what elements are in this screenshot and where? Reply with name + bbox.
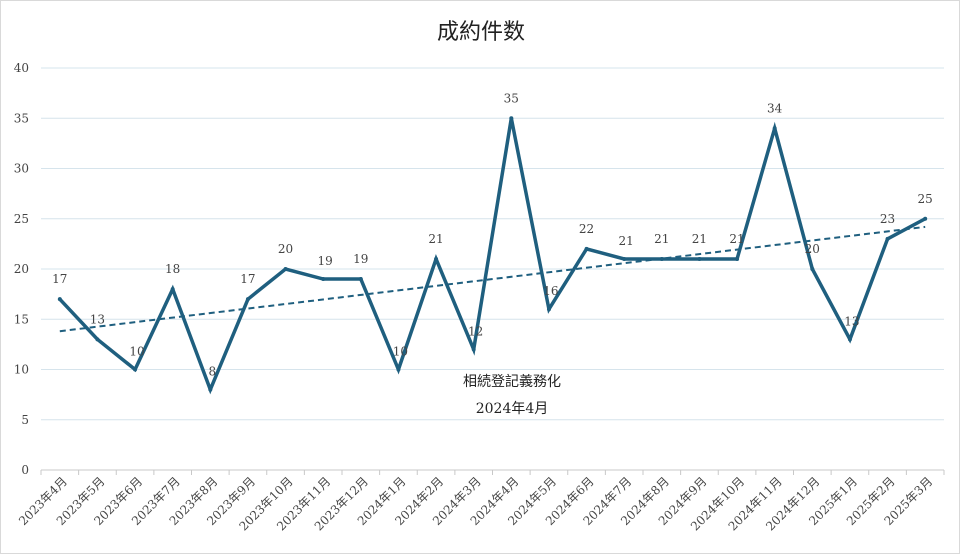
trendline	[59, 225, 926, 333]
data-point	[95, 337, 100, 342]
data-label: 34	[767, 101, 783, 115]
data-label: 20	[278, 242, 293, 256]
data-point	[358, 277, 363, 282]
series-line	[58, 117, 927, 395]
data-label: 19	[353, 252, 368, 266]
data-label: 17	[240, 272, 255, 286]
data-label: 21	[619, 234, 634, 248]
data-point	[471, 347, 476, 352]
data-label: 13	[844, 314, 859, 328]
y-tick-label: 25	[14, 212, 29, 226]
trendline-layer	[59, 225, 926, 333]
data-labels: 17 13 10 18 8 17 20 19 19 10 21 12 35 16 22 21 21 21 21 34 2…	[52, 91, 933, 378]
data-point	[170, 287, 175, 292]
data-label: 10	[129, 345, 144, 359]
y-tick-label: 40	[14, 61, 29, 75]
y-tick-label: 10	[14, 363, 29, 377]
y-tick-label: 5	[21, 413, 29, 427]
axes	[40, 469, 945, 475]
data-point	[659, 256, 664, 261]
annotation: 相続登記義務化 2024年4月	[463, 373, 561, 417]
data-point	[546, 307, 551, 312]
data-point	[923, 216, 928, 221]
y-tick-label: 0	[21, 463, 29, 477]
data-point	[810, 267, 815, 271]
y-tick-label: 20	[14, 262, 29, 276]
data-label: 17	[52, 272, 67, 286]
data-point	[133, 367, 138, 372]
data-label: 35	[504, 91, 519, 105]
data-label: 20	[805, 242, 820, 256]
data-point	[697, 256, 702, 261]
data-point	[847, 337, 852, 342]
data-label: 21	[654, 232, 669, 246]
data-label: 18	[165, 262, 180, 276]
data-point	[584, 246, 589, 251]
data-label: 12	[468, 324, 483, 338]
data-point	[772, 126, 777, 131]
y-tick-label: 15	[14, 312, 29, 326]
data-label: 21	[428, 232, 443, 246]
data-label: 8	[208, 365, 216, 379]
data-label: 13	[90, 312, 105, 326]
data-label: 16	[543, 284, 558, 298]
data-point	[622, 256, 627, 261]
data-label: 23	[880, 212, 895, 226]
y-axis-ticks: 0 5 10 15 20 25 30 35 40	[14, 61, 29, 477]
data-point	[321, 277, 326, 282]
annotation-line-2: 2024年4月	[476, 401, 549, 417]
data-point	[396, 367, 401, 372]
data-point	[245, 297, 250, 302]
data-point	[208, 387, 213, 392]
y-tick-label: 30	[14, 162, 29, 176]
data-label: 19	[318, 254, 333, 268]
data-label: 10	[393, 345, 408, 359]
data-point	[283, 267, 288, 271]
y-tick-label: 35	[14, 111, 29, 125]
data-point	[434, 256, 439, 261]
series-layer	[57, 116, 928, 395]
data-label: 22	[579, 222, 594, 236]
data-label: 25	[918, 192, 933, 206]
data-point	[885, 236, 890, 241]
data-point	[735, 256, 740, 261]
annotation-line-1: 相続登記義務化	[463, 373, 561, 390]
gridlines	[41, 67, 944, 421]
x-axis-ticks: 2023年4月2023年5月2023年6月2023年7月2023年8月2023年…	[16, 474, 935, 533]
data-label: 21	[729, 232, 744, 246]
data-label: 21	[692, 232, 707, 246]
chart-title: 成約件数	[437, 20, 525, 45]
data-point	[509, 116, 514, 121]
data-point	[57, 297, 62, 302]
